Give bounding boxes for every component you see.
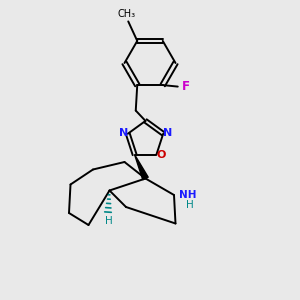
Text: O: O <box>157 149 166 160</box>
Text: N: N <box>163 128 172 138</box>
Text: NH: NH <box>179 190 197 200</box>
Text: H: H <box>105 216 112 226</box>
Text: F: F <box>182 80 190 93</box>
Text: H: H <box>186 200 194 210</box>
Polygon shape <box>135 154 148 180</box>
Text: N: N <box>119 128 128 138</box>
Text: CH₃: CH₃ <box>118 9 136 19</box>
